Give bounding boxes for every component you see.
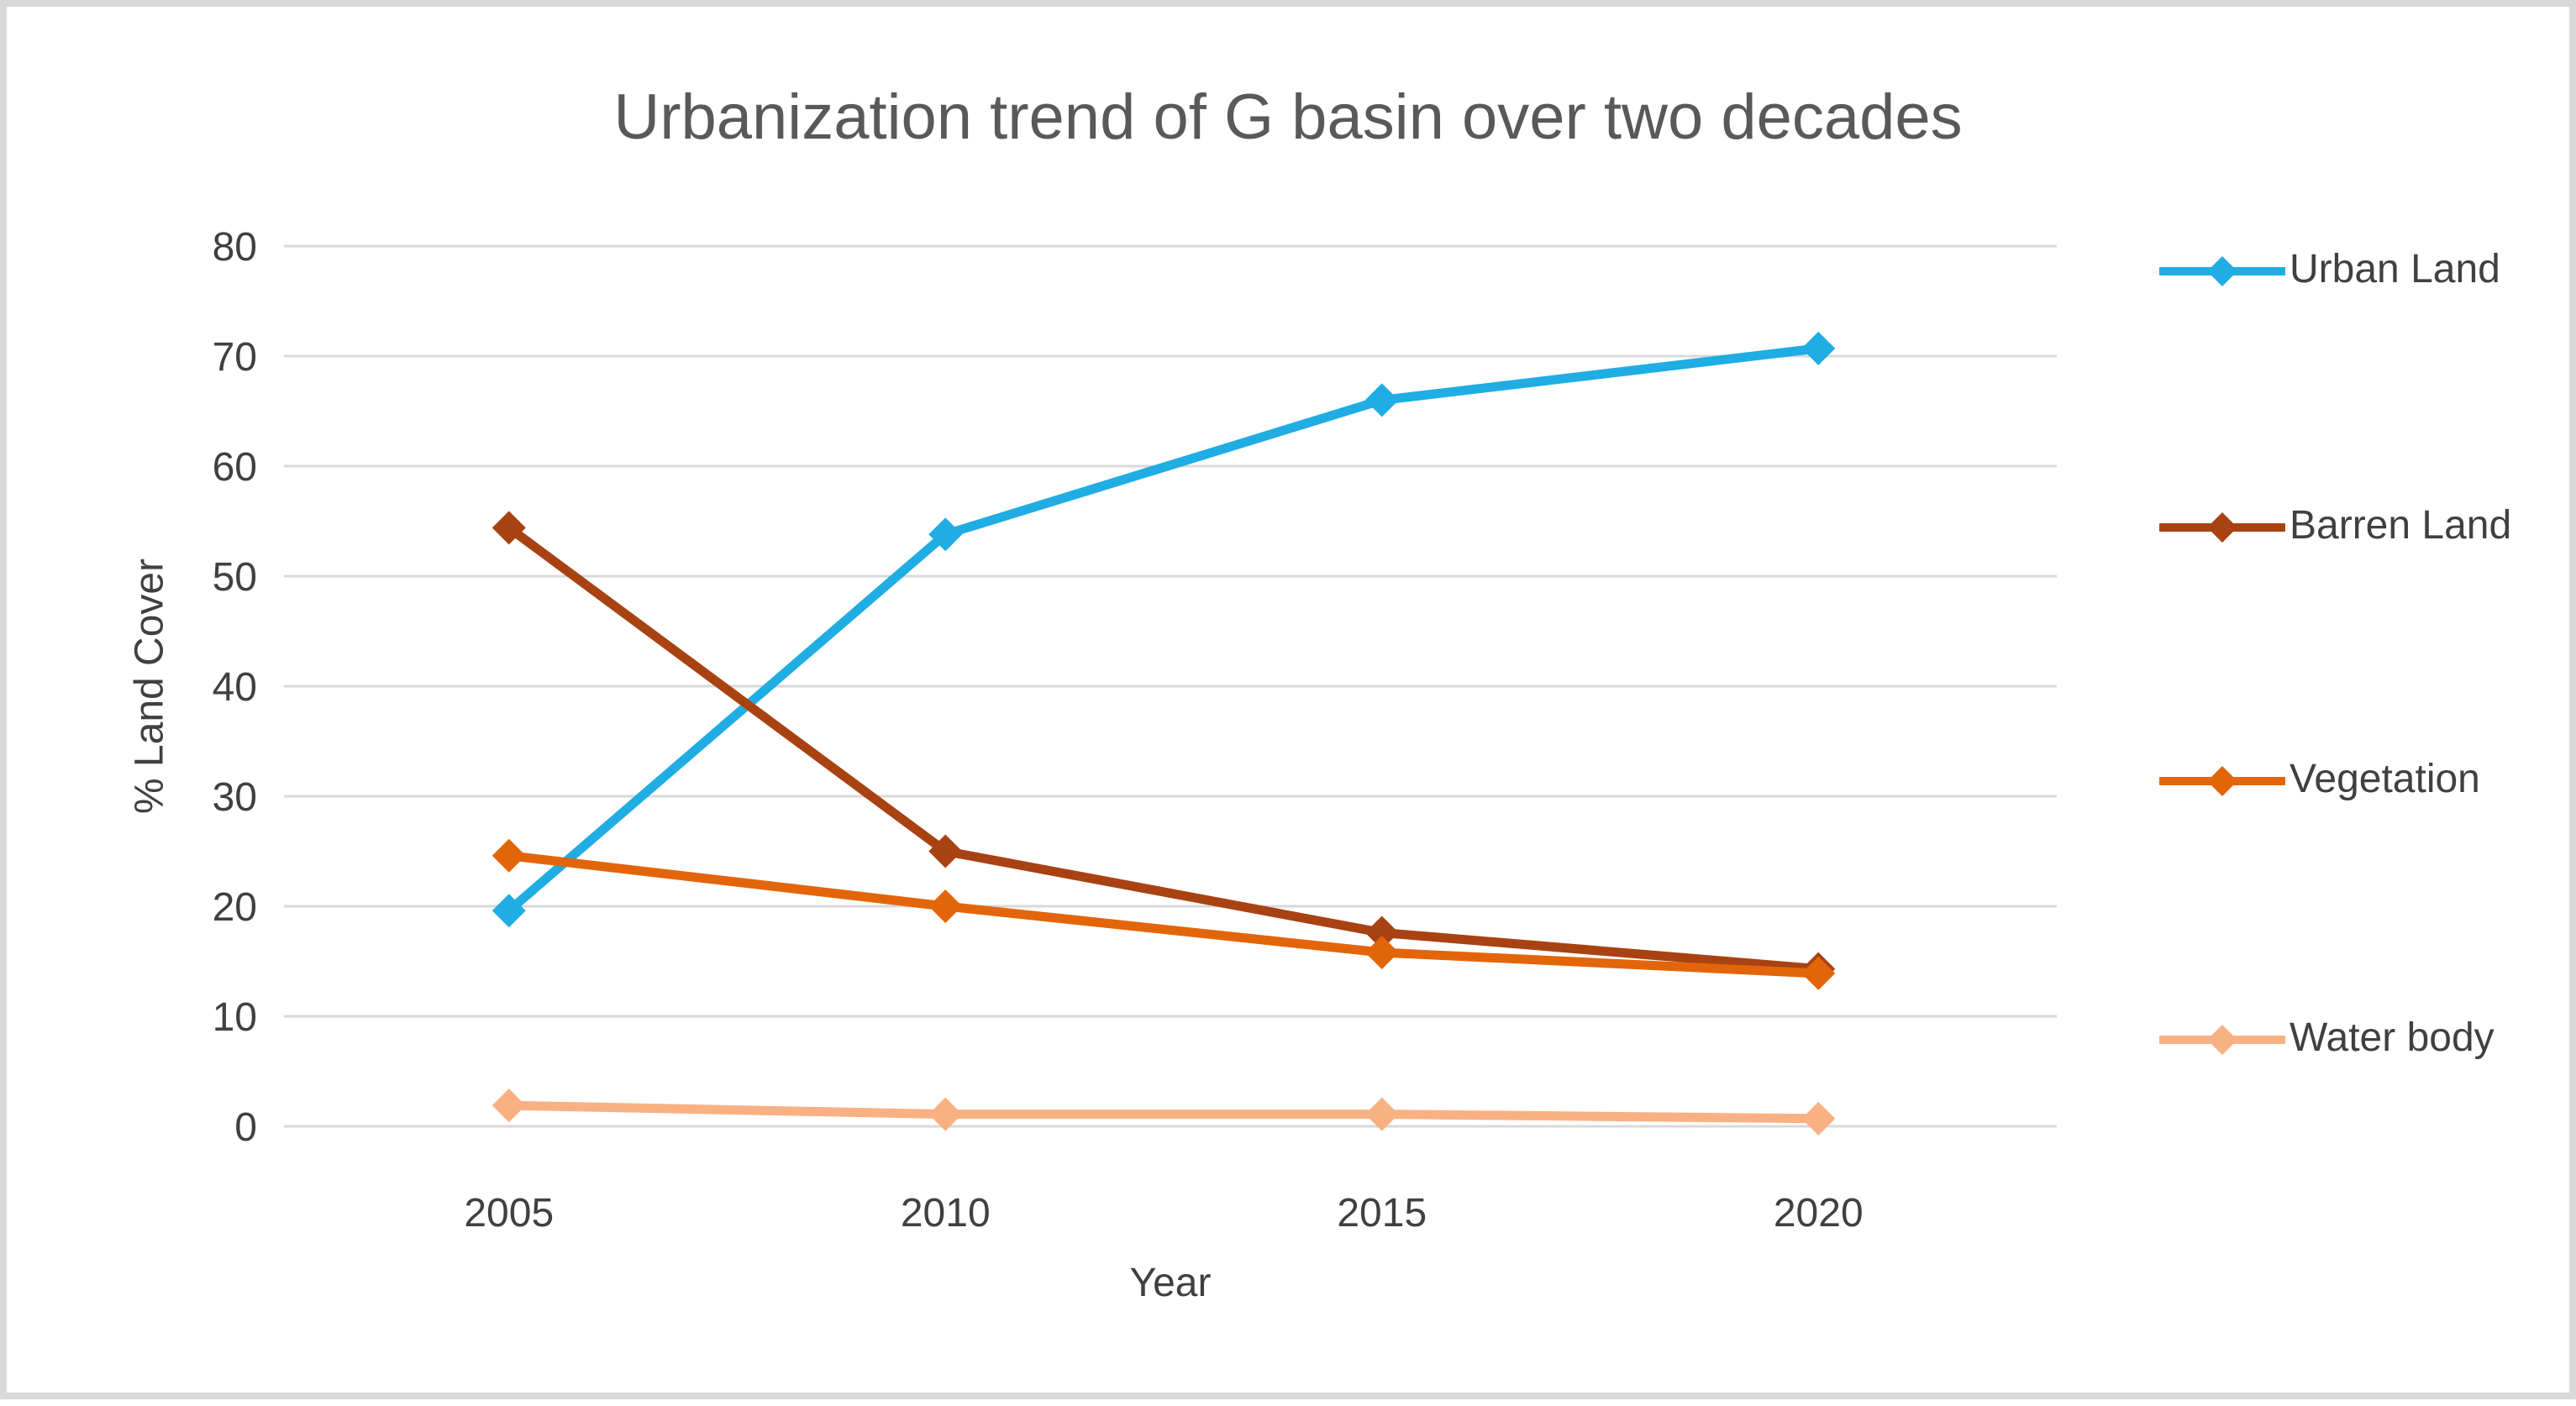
legend-line-marker-icon [2157, 252, 2288, 286]
marker-barren-land-2010 [928, 834, 963, 868]
y-tick-label-80: 80 [213, 225, 257, 270]
marker-vegetation-2020 [1801, 956, 1836, 990]
legend-line-marker-icon [2157, 512, 2288, 543]
marker-water-body-2015 [1364, 1097, 1399, 1131]
legend-line-marker-icon [2157, 508, 2288, 543]
x-tick-label-2015: 2015 [1337, 1191, 1427, 1235]
legend-item-vegetation: Vegetation [2157, 755, 2480, 802]
marker-urban-land-2015 [1364, 383, 1399, 417]
plot-area: 0 10 20 30 40 50 60 70 80 2005 2010 2015 2020 [213, 225, 2057, 1235]
legend-label-barren-land: Barren Land [2289, 502, 2512, 548]
marker-urban-land-2020 [1801, 331, 1836, 365]
legend-item-urban-land: Urban Land [2157, 245, 2500, 292]
y-tick-label-50: 50 [213, 555, 257, 600]
marker-barren-land-2005 [492, 511, 526, 545]
legend-line-marker-icon [2157, 766, 2288, 796]
legend-label-urban-land: Urban Land [2289, 246, 2500, 291]
series-line-barren-land [504, 522, 1823, 974]
marker-barren-land-2015 [1364, 915, 1399, 950]
y-tick-label-10: 10 [213, 995, 257, 1040]
x-tick-label-2020: 2020 [1774, 1191, 1864, 1235]
series-line-water-body [504, 1100, 1823, 1124]
marker-vegetation-2015 [1364, 936, 1399, 970]
marker-water-body-2005 [492, 1089, 526, 1123]
legend-line-marker-icon [2157, 1025, 2288, 1055]
legend-line-marker-icon [2157, 1020, 2288, 1055]
legend-label-vegetation: Vegetation [2289, 756, 2480, 801]
marker-urban-land-2010 [928, 517, 963, 552]
y-tick-label-40: 40 [213, 665, 257, 710]
y-tick-label-70: 70 [213, 335, 257, 380]
legend-item-water-body: Water body [2157, 1014, 2495, 1061]
x-tick-label-2005: 2005 [464, 1191, 554, 1235]
y-tick-label-60: 60 [213, 445, 257, 490]
y-tick-label-20: 20 [213, 885, 257, 930]
x-tick-label-2010: 2010 [901, 1191, 991, 1235]
series-line-urban-land [504, 344, 1823, 915]
marker-water-body-2020 [1801, 1101, 1836, 1136]
marker-vegetation-2010 [928, 889, 963, 923]
marker-vegetation-2005 [492, 838, 526, 873]
legend-line-marker-icon [2157, 762, 2288, 796]
legend: Urban Land Barren Land Vegetation Water … [7, 7, 2569, 1393]
legend-item-barren-land: Barren Land [2157, 501, 2512, 548]
series-line-vegetation [504, 851, 1823, 978]
y-tick-label-30: 30 [213, 775, 257, 820]
chart-title: Urbanization trend of G basin over two d… [613, 81, 1963, 153]
legend-label-water-body: Water body [2289, 1015, 2495, 1060]
marker-urban-land-2005 [492, 894, 526, 928]
x-axis-title: Year [1129, 1261, 1212, 1305]
legend-line-marker-icon [2157, 256, 2288, 286]
marker-water-body-2010 [928, 1097, 963, 1131]
y-tick-label-0: 0 [234, 1105, 257, 1150]
